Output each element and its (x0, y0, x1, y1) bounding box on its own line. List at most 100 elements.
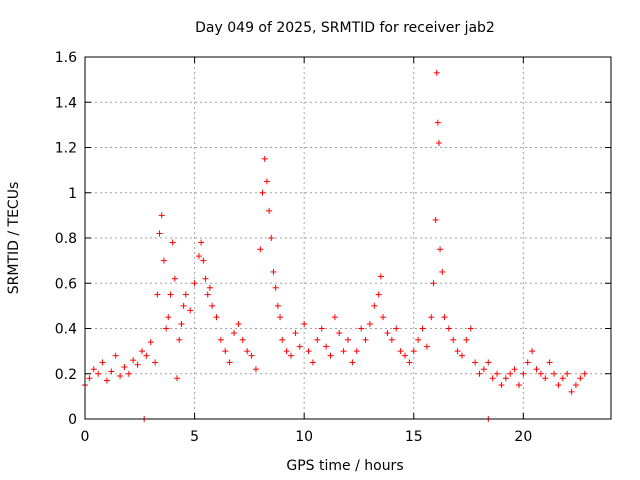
data-point (95, 370, 102, 377)
data-point (147, 339, 154, 346)
data-point (156, 230, 163, 237)
data-point (178, 320, 185, 327)
data-point (274, 302, 281, 309)
data-point (463, 336, 470, 343)
data-point (204, 291, 211, 298)
data-point (277, 314, 284, 321)
data-point (568, 388, 575, 395)
data-point (327, 352, 334, 359)
data-point (340, 348, 347, 355)
data-point (283, 348, 290, 355)
data-point (423, 343, 430, 350)
x-axis-label: GPS time / hours (286, 458, 403, 474)
data-point (209, 302, 216, 309)
y-tick-label: 1.6 (55, 50, 77, 66)
data-point (366, 320, 373, 327)
data-point (292, 330, 299, 337)
data-point (138, 348, 145, 355)
data-point (259, 189, 266, 196)
data-point (174, 375, 181, 382)
data-point (252, 366, 259, 373)
data-point (555, 382, 562, 389)
data-point (434, 119, 441, 126)
data-point (502, 375, 509, 382)
data-point (180, 302, 187, 309)
data-point (581, 370, 588, 377)
data-point (445, 325, 452, 332)
data-point (314, 336, 321, 343)
data-point (577, 375, 584, 382)
data-point (494, 370, 501, 377)
data-point (559, 375, 566, 382)
x-tick-label: 10 (295, 429, 313, 445)
data-point (406, 359, 413, 366)
data-points (82, 69, 588, 422)
data-point (158, 212, 165, 219)
data-point (397, 348, 404, 355)
data-point (507, 370, 514, 377)
data-point (272, 284, 279, 291)
data-point (331, 314, 338, 321)
data-point (524, 359, 531, 366)
data-point (437, 246, 444, 253)
data-point (296, 343, 303, 350)
data-point (551, 370, 558, 377)
grid (85, 57, 611, 419)
x-tick-label: 20 (514, 429, 532, 445)
data-point (160, 257, 167, 264)
data-point (163, 325, 170, 332)
data-point (202, 275, 209, 282)
data-point (235, 320, 242, 327)
axis-ticks: 0 0.2 0.4 0.6 0.8 1 1.2 1.4 1.6 0 5 10 15 20 (55, 50, 611, 445)
data-point (430, 280, 437, 287)
data-point (375, 291, 382, 298)
y-tick-label: 0.4 (55, 322, 77, 338)
data-point (171, 275, 178, 282)
data-point (187, 307, 194, 314)
data-point (498, 382, 505, 389)
data-point (345, 336, 351, 343)
y-tick-label: 1.4 (55, 95, 77, 111)
data-point (121, 363, 128, 370)
data-point (323, 343, 330, 350)
data-point (318, 325, 325, 332)
data-point (167, 291, 174, 298)
data-point (169, 239, 176, 246)
data-point (217, 336, 224, 343)
data-point (165, 314, 172, 321)
data-point (248, 352, 255, 359)
data-point (428, 314, 435, 321)
y-tick-label: 1 (68, 186, 77, 202)
data-point (263, 178, 270, 185)
data-point (143, 352, 150, 359)
data-point (261, 155, 268, 162)
data-point (419, 325, 426, 332)
data-point (191, 280, 198, 287)
data-point (266, 207, 273, 214)
data-point (377, 273, 384, 280)
data-point (231, 330, 238, 337)
data-point (485, 359, 492, 366)
data-point (86, 375, 93, 382)
data-point (198, 239, 205, 246)
data-point (301, 320, 308, 327)
data-point (388, 336, 395, 343)
data-point (176, 336, 183, 343)
data-point (415, 336, 422, 343)
data-point (152, 359, 159, 366)
data-point (371, 302, 378, 309)
data-point (226, 359, 233, 366)
data-point (99, 359, 106, 366)
data-point (239, 336, 246, 343)
data-point (533, 366, 540, 373)
y-tick-label: 0.6 (55, 276, 77, 292)
x-tick-label: 0 (81, 429, 90, 445)
data-point (511, 366, 518, 373)
data-point (472, 359, 479, 366)
data-point (257, 246, 264, 253)
data-point (380, 314, 387, 321)
data-point (529, 348, 536, 355)
data-point (244, 348, 251, 355)
